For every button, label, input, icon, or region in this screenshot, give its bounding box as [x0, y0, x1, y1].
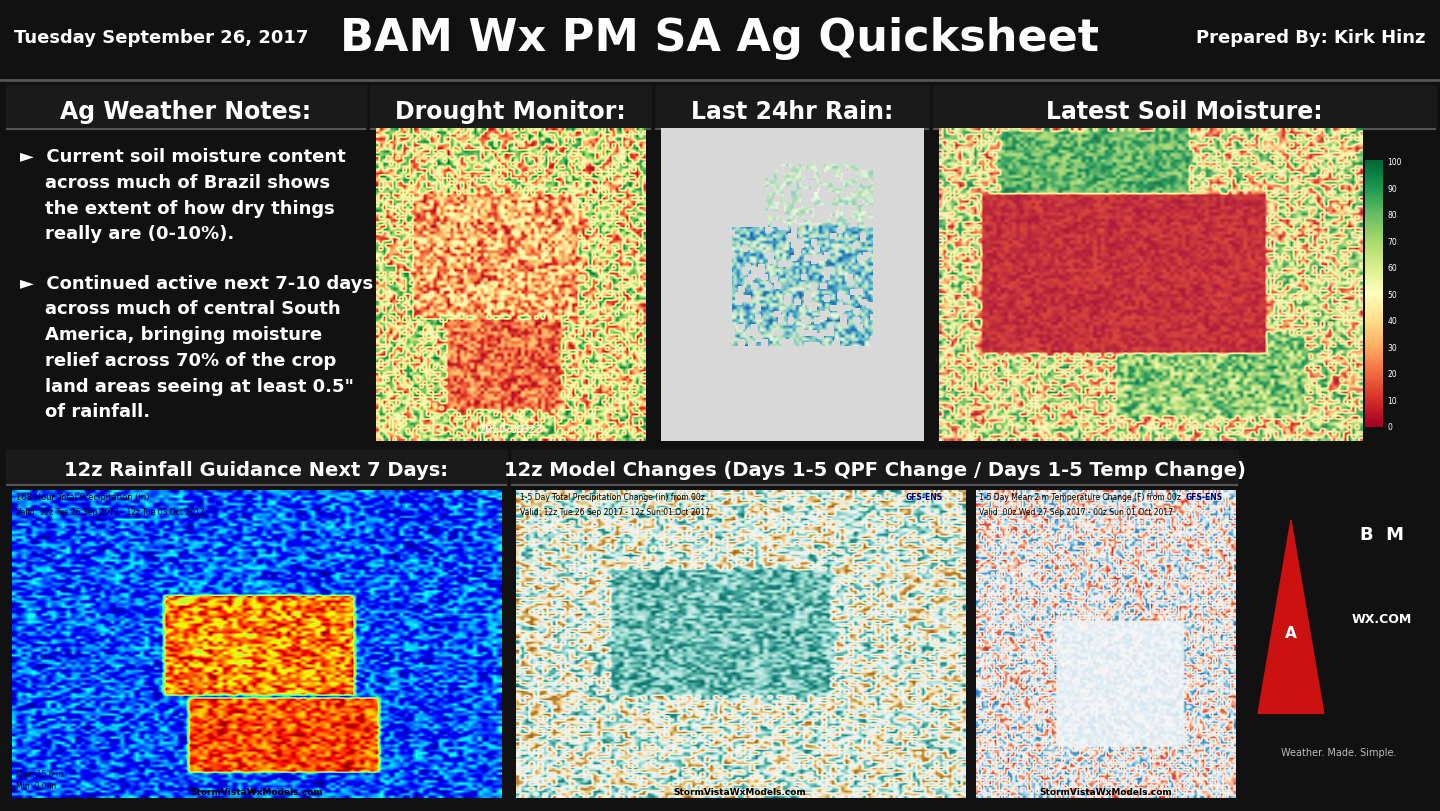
Text: Ag Weather Notes:: Ag Weather Notes: — [60, 100, 311, 123]
Text: 12z Model Changes (Days 1-5 QPF Change / Days 1-5 Temp Change): 12z Model Changes (Days 1-5 QPF Change /… — [504, 460, 1246, 479]
Text: BAM Wx PM SA Ag Quicksheet: BAM Wx PM SA Ag Quicksheet — [340, 17, 1100, 60]
Text: 1-5 Day Mean 2 m Temperature Change (F) from 00z: 1-5 Day Mean 2 m Temperature Change (F) … — [979, 492, 1181, 501]
Text: B  M: B M — [1359, 526, 1404, 543]
Text: Max: 15.6 in: Max: 15.6 in — [16, 769, 63, 778]
Text: Weather. Made. Simple.: Weather. Made. Simple. — [1282, 747, 1397, 757]
Text: 12z Rainfall Guidance Next 7 Days:: 12z Rainfall Guidance Next 7 Days: — [65, 460, 448, 479]
Text: GFS-ENS: GFS-ENS — [906, 492, 942, 501]
Bar — [370, 87, 651, 130]
Bar — [6, 87, 366, 130]
Text: WX.COM: WX.COM — [1352, 612, 1411, 625]
Text: Drought Monitor:: Drought Monitor: — [395, 100, 626, 123]
Text: ►  Current soil moisture content
    across much of Brazil shows
    the extent : ► Current soil moisture content across m… — [20, 148, 346, 243]
Text: Valid: 00z Wed 27 Sep 2017 - 00z Sun 01 Oct 2017: Valid: 00z Wed 27 Sep 2017 - 00z Sun 01 … — [979, 508, 1174, 517]
Text: 168 Hour Total Precipitation (in): 168 Hour Total Precipitation (in) — [16, 492, 150, 501]
Text: StormVistaWxModels.com: StormVistaWxModels.com — [190, 787, 323, 796]
Text: Last 24hr Rain:: Last 24hr Rain: — [691, 100, 893, 123]
Text: Valid: 12z Tue 26 Sep 2017 - 12z Sun 01 Oct 2017: Valid: 12z Tue 26 Sep 2017 - 12z Sun 01 … — [520, 508, 710, 517]
Text: A: A — [1284, 625, 1297, 640]
Polygon shape — [1259, 521, 1323, 714]
Text: StormVistaWxModels.com: StormVistaWxModels.com — [1040, 787, 1172, 796]
Text: Tuesday September 26, 2017: Tuesday September 26, 2017 — [14, 29, 308, 47]
Text: Latest Soil Moisture:: Latest Soil Moisture: — [1045, 100, 1323, 123]
Text: Valid: 12z Tue 26 Sep 2017 - 12z Tue 03 Oct 2017: Valid: 12z Tue 26 Sep 2017 - 12z Tue 03 … — [16, 508, 204, 517]
Text: StormVistaWxModels.com: StormVistaWxModels.com — [674, 787, 806, 796]
Bar — [933, 87, 1436, 130]
Bar — [6, 450, 507, 485]
Text: Prepared By: Kirk Hinz: Prepared By: Kirk Hinz — [1197, 29, 1426, 47]
Text: GFS-ENS: GFS-ENS — [1185, 492, 1223, 501]
Bar — [655, 87, 929, 130]
Text: ►  Continued active next 7-10 days
    across much of central South
    America,: ► Continued active next 7-10 days across… — [20, 274, 373, 421]
Text: 1-5 Day Total Precipitation Change (in) from 00z: 1-5 Day Total Precipitation Change (in) … — [520, 492, 706, 501]
Text: 2017/09/23: 2017/09/23 — [478, 425, 543, 435]
Text: Min: 0.0 in: Min: 0.0 in — [16, 781, 56, 791]
Bar — [511, 450, 1238, 485]
